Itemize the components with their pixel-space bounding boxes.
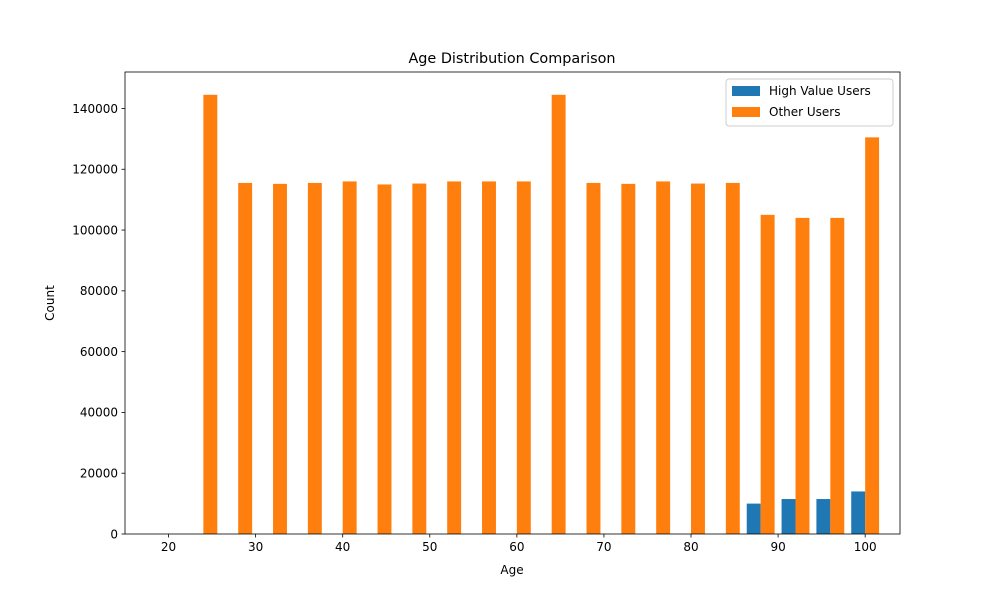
x-axis-label: Age (500, 563, 523, 577)
bar-other-42 (377, 184, 392, 535)
bar-other-78 (691, 183, 705, 534)
y-tick-label-140000: 140000 (72, 102, 118, 116)
bar-other-66 (586, 182, 601, 534)
bar-other-30 (273, 183, 287, 534)
bar-other-50 (447, 181, 462, 534)
y-tick-label-40000: 40000 (80, 406, 118, 420)
bar-high-value-86 (746, 503, 761, 534)
legend: High Value Users Other Users (725, 78, 894, 127)
bar-other-54 (482, 181, 496, 534)
bar-high-value-98 (851, 491, 866, 534)
legend-box (725, 78, 894, 127)
x-tick-label-80: 80 (683, 540, 698, 554)
bar-other-22 (203, 94, 218, 534)
bar-high-value-94 (816, 499, 831, 534)
bar-other-86 (760, 214, 775, 534)
bar-other-82 (725, 182, 740, 534)
x-tick-label-50: 50 (422, 540, 437, 554)
x-tick-label-30: 30 (248, 540, 263, 554)
x-tick-label-100: 100 (854, 540, 877, 554)
y-tick-label-0: 0 (110, 527, 118, 541)
x-tick-label-90: 90 (770, 540, 785, 554)
plot-frame (124, 71, 901, 535)
bar-other-98 (865, 137, 880, 534)
bar-other-26 (238, 182, 253, 534)
plot-area (203, 94, 880, 535)
x-tick-label-20: 20 (161, 540, 176, 554)
bar-other-62 (551, 94, 566, 534)
y-axis: 0 20000 40000 60000 80000 100000 120000 140000 (72, 102, 125, 541)
bar-other-46 (412, 183, 427, 534)
bar-other-74 (656, 181, 671, 534)
bar-other-58 (516, 181, 531, 534)
x-axis: 20 30 40 50 60 70 80 90 100 (161, 534, 877, 554)
legend-swatch-high-value (732, 86, 760, 96)
bar-high-value-90 (781, 499, 796, 534)
bar-other-34 (307, 182, 322, 534)
x-tick-label-60: 60 (509, 540, 524, 554)
y-tick-label-120000: 120000 (72, 163, 118, 177)
legend-label-other: Other Users (769, 105, 841, 119)
y-tick-label-80000: 80000 (80, 284, 118, 298)
legend-label-high-value: High Value Users (769, 84, 871, 98)
bar-other-94 (830, 217, 845, 535)
bar-other-38 (342, 181, 357, 534)
x-tick-label-70: 70 (596, 540, 611, 554)
y-tick-label-100000: 100000 (72, 223, 118, 237)
x-tick-label-40: 40 (335, 540, 350, 554)
y-tick-label-60000: 60000 (80, 345, 118, 359)
bar-other-70 (621, 183, 636, 534)
chart-title: Age Distribution Comparison (408, 51, 615, 67)
bar-other-90 (795, 217, 810, 535)
legend-swatch-other (732, 107, 760, 117)
y-tick-label-20000: 20000 (80, 467, 118, 481)
y-axis-label: Count (43, 285, 57, 321)
